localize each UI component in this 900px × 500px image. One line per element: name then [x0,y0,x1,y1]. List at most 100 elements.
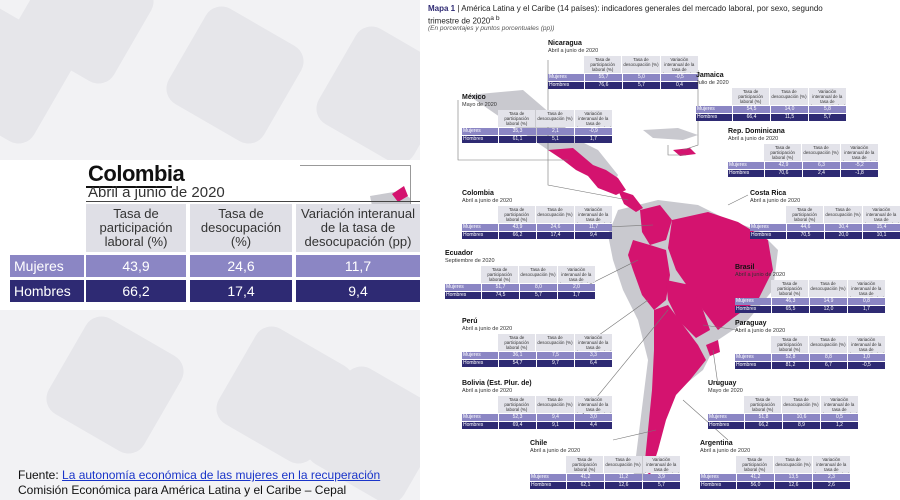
country-header-cell: Tasa de participación laboral (%) [498,334,536,351]
country-box: México Mayo de 2020 Tasa de participación … [462,94,612,143]
value-cell: 6,7 [810,362,847,369]
country-name: Uruguay [708,380,737,387]
country-header-cell: Tasa de desocupación (%) [770,88,808,105]
value-cell: 2,4 [803,170,840,177]
value-cell: 0,4 [661,82,698,89]
country-box: Argentina Abril a junio de 2020 Tasa de pa… [700,440,850,489]
row-label: Mujeres [445,284,481,291]
value-cell: 9,4 [537,414,574,421]
country-header-cell: Variación interanual de la tasa de desoc… [808,88,846,105]
zoom-header-participation: Tasa de participación laboral (%) [86,204,186,252]
country-box: Rep. Dominicana Abril a junio de 2020 Tasa… [728,128,878,177]
country-box: Jamaica Julio de 2020 Tasa de participació… [696,72,846,121]
value-cell: 13,5 [775,474,812,481]
country-period: Abril a junio de 2020 [548,48,599,54]
zoom-period: Abril a junio de 2020 [88,184,225,201]
value-cell: 11,2 [605,474,642,481]
country-period: Abril a junio de 2020 [728,136,779,142]
value-cell: 2,0 [558,284,595,291]
header-rule [86,201,420,202]
country-row-hombres: Hombres 66,4 11,5 5,7 [696,114,846,121]
country-name: Bolivia (Est. Plur. de) [462,380,532,387]
uruguay-shape [706,340,720,356]
country-header-row: Tasa de participación laboral (%) Tasa de… [744,396,858,413]
country-header-cell: Tasa de participación laboral (%) [584,56,622,73]
source-link[interactable]: La autonomía económica de las mujeres en… [62,468,381,482]
country-row-mujeres: Mujeres 41,2 11,2 3,9 [530,474,680,481]
row-label: Hombres [462,136,498,143]
country-period: Abril a junio de 2020 [462,388,513,394]
value-cell: 1,7 [848,306,885,313]
country-row-hombres: Hombres 65,5 12,0 1,7 [735,306,885,313]
value-cell: 66,2 [499,232,536,239]
value-cell: 15,4 [863,224,900,231]
country-row-mujeres: Mujeres 43,9 24,6 11,7 [462,224,612,231]
value-cell: 46,3 [772,298,809,305]
country-name: Nicaragua [548,40,582,47]
country-row-hombres: Hombres 66,2 8,9 1,2 [708,422,858,429]
country-header-cell: Variación interanual de la tasa de desoc… [574,334,612,351]
value-cell: 20,0 [825,232,862,239]
central-america-shape [618,190,643,212]
zoom-cell: 66,2 [86,280,186,302]
value-cell: 2,1 [537,128,574,135]
value-cell: 5,7 [623,82,660,89]
zoom-cell: 24,6 [190,255,292,277]
country-header-cell: Tasa de participación laboral (%) [498,206,536,223]
country-name: Paraguay [735,320,767,327]
value-cell: 0,5 [821,414,858,421]
row-label: Mujeres [728,162,764,169]
country-header-row: Tasa de participación laboral (%) Tasa de… [736,456,850,473]
leader-line [712,349,719,386]
country-box: Colombia Abril a junio de 2020 Tasa de par… [462,190,612,239]
value-cell: 70,5 [787,232,824,239]
country-header-cell: Variación interanual de la tasa de desoc… [660,56,698,73]
row-label: Mujeres [700,474,736,481]
value-cell: 1,0 [848,354,885,361]
country-header-cell: Tasa de participación laboral (%) [498,396,536,413]
value-cell: 8,9 [783,422,820,429]
country-header-cell: Tasa de desocupación (%) [809,280,847,297]
row-label: Mujeres [735,298,771,305]
country-header-cell: Tasa de desocupación (%) [622,56,660,73]
value-cell: 5,0 [623,74,660,81]
value-cell: -5,2 [841,162,878,169]
row-label: Hombres [462,360,498,367]
leader-line [457,100,568,161]
country-row-hombres: Hombres 69,4 9,1 4,4 [462,422,612,429]
value-cell: 42,9 [765,162,802,169]
value-cell: 9,4 [575,232,612,239]
value-cell: 55,7 [585,74,622,81]
country-header-cell: Variación interanual de la tasa de desoc… [820,396,858,413]
value-cell: 14,0 [771,106,808,113]
value-cell: 8,0 [520,284,557,291]
zoom-cell: 43,9 [86,255,186,277]
country-header-cell: Variación interanual de la tasa de desoc… [574,110,612,127]
leader-line [702,324,739,331]
country-header-row: Tasa de participación laboral (%) Tasa de… [786,206,900,223]
country-header-row: Tasa de participación laboral (%) Tasa de… [498,206,612,223]
country-box: Perú Abril a junio de 2020 Tasa de partici… [462,318,612,367]
value-cell: 5,7 [520,292,557,299]
country-header-cell: Tasa de desocupación (%) [536,110,574,127]
value-cell: 12,6 [775,482,812,489]
country-header-row: Tasa de participación laboral (%) Tasa de… [498,110,612,127]
country-header-cell: Tasa de participación laboral (%) [498,110,536,127]
country-header-row: Tasa de participación laboral (%) Tasa de… [771,280,885,297]
row-label: Mujeres [548,74,584,81]
country-period: Abril a junio de 2020 [700,448,751,454]
value-cell: 5,8 [809,106,846,113]
value-cell: 12,0 [810,306,847,313]
value-cell: 8,8 [810,354,847,361]
leader-line [667,145,686,156]
value-cell: -0,5 [661,74,698,81]
row-label: Hombres [548,82,584,89]
country-row-hombres: Hombres 61,1 5,1 1,7 [462,136,612,143]
country-header-cell: Tasa de desocupación (%) [802,144,840,161]
zoom-row-label-women: Mujeres [10,255,84,277]
value-cell: 41,2 [567,474,604,481]
value-cell: 44,6 [787,224,824,231]
country-box: Brasil Abril a junio de 2020 Tasa de parti… [735,264,885,313]
row-label: Mujeres [708,414,744,421]
value-cell: 2,6 [813,482,850,489]
